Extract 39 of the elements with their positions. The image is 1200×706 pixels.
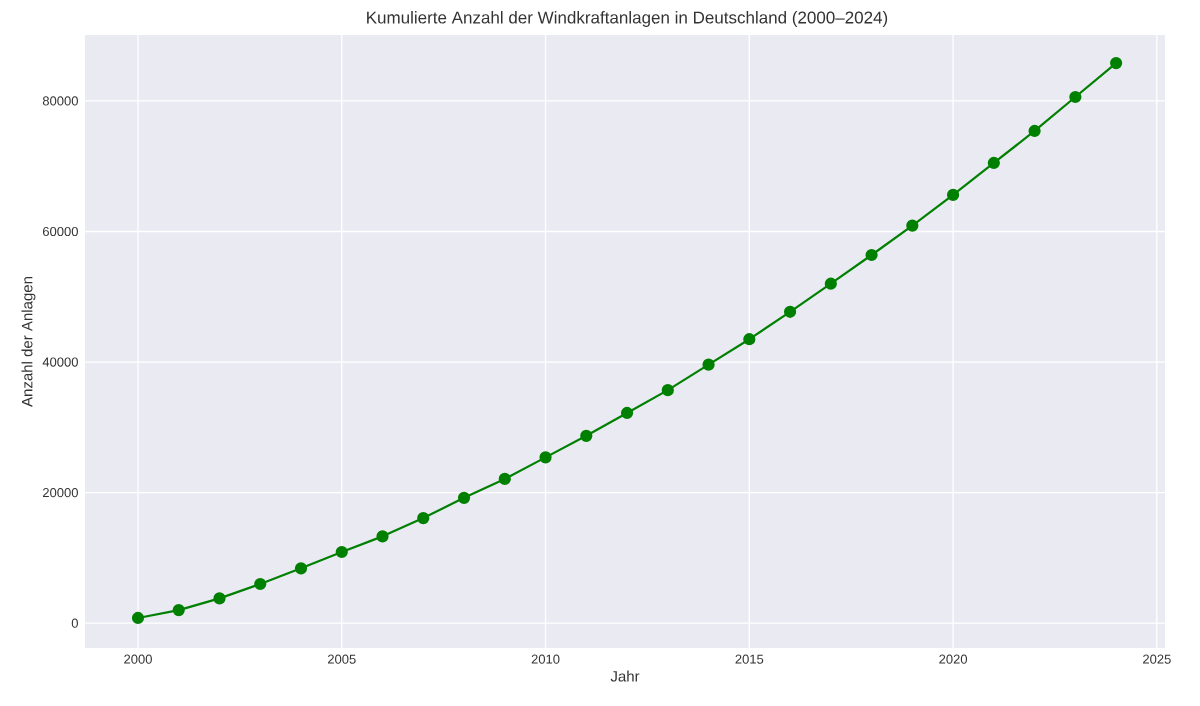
point (824, 277, 837, 290)
y-tick-label: 40000 (42, 357, 78, 367)
point (335, 545, 348, 559)
point (620, 406, 634, 420)
chart-title: Kumulierte Anzahl der Windkraftanlagen in Deutschland (2000–2024) (367, 11, 888, 27)
y-tick-label: 80000 (42, 96, 78, 106)
point (457, 491, 471, 504)
point (661, 384, 674, 397)
point (906, 219, 919, 232)
x-tick-label: 2025 (1143, 654, 1171, 664)
point (1028, 124, 1041, 138)
point (702, 358, 715, 371)
y-axis-title: Anzahl der Anlagen (21, 277, 36, 407)
y-tick-label: 60000 (42, 226, 78, 237)
point (213, 592, 226, 605)
x-tick-label: 2015 (735, 654, 764, 664)
point (987, 156, 1000, 170)
point (294, 562, 308, 575)
point (254, 577, 267, 591)
point (417, 511, 430, 525)
point (1110, 56, 1123, 70)
x-tick-label: 2000 (124, 654, 152, 664)
point (865, 248, 878, 262)
y-tick-label: 20000 (42, 488, 78, 498)
point (498, 472, 511, 486)
point (783, 305, 797, 318)
x-axis-title: Jahr (610, 670, 640, 682)
point (539, 451, 552, 464)
point (580, 429, 593, 442)
point (946, 188, 960, 202)
point (131, 611, 145, 625)
x-tick-label: 2020 (939, 654, 968, 664)
point (1069, 90, 1082, 104)
point (376, 530, 389, 543)
point (172, 604, 185, 617)
x-tick-label: 2010 (531, 654, 560, 664)
y-tick-label: 0 (71, 618, 78, 628)
point (743, 333, 756, 346)
x-tick-label: 2005 (327, 654, 356, 664)
